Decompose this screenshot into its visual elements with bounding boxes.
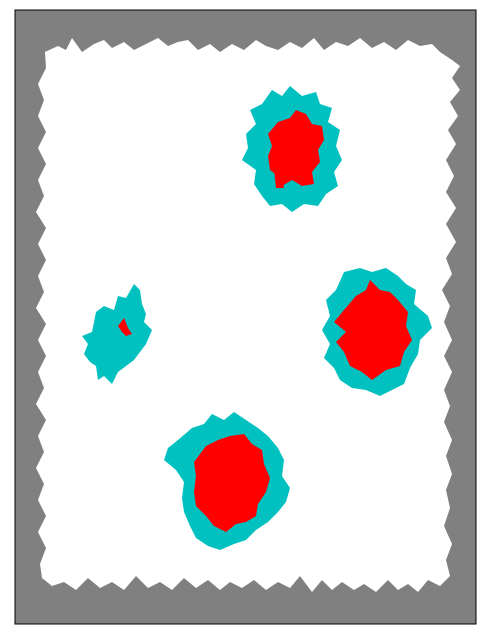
blob-bottom: [164, 412, 290, 550]
blob-right-core: [334, 280, 412, 380]
blob-top-core: [268, 110, 324, 186]
blob-left: [82, 284, 152, 384]
blob-left-core: [118, 318, 132, 336]
blob-right: [322, 268, 432, 396]
blob-bottom-core: [194, 434, 270, 532]
blob-top: [242, 86, 342, 212]
blob-left-halo: [82, 284, 152, 384]
blob-top-core-chip: [274, 168, 284, 188]
white-region: [36, 38, 460, 592]
plot-frame: [14, 9, 477, 625]
